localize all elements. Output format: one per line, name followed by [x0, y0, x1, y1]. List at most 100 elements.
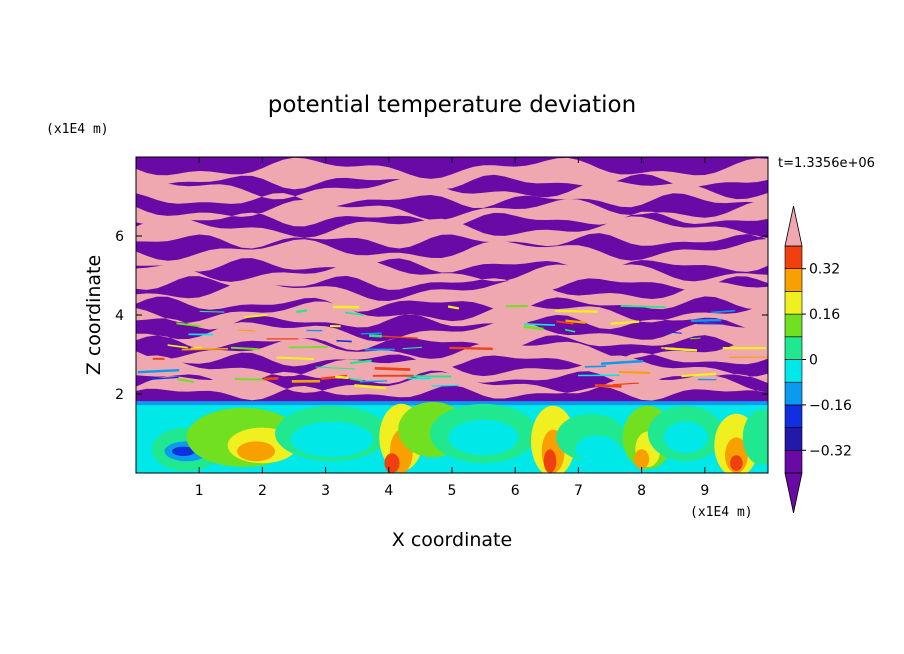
- colorbar-segment: [784, 313, 803, 338]
- x-unit-label: (x1E4 m): [690, 505, 753, 520]
- colorbar-label: 0: [809, 353, 818, 369]
- pink-band: [136, 372, 768, 401]
- streak: [374, 366, 411, 371]
- pink-band: [136, 320, 768, 351]
- y-axis-label: Z coordinate: [83, 255, 105, 375]
- streak: [620, 305, 666, 308]
- colorbar-segment: [784, 359, 803, 383]
- y-tick-label: 2: [115, 387, 124, 403]
- streak: [402, 346, 423, 350]
- streak: [349, 377, 363, 382]
- pink-band: [136, 177, 768, 208]
- streak: [360, 332, 382, 335]
- colorbar-label: −0.16: [809, 398, 852, 414]
- colorbar-segment: [784, 336, 803, 360]
- x-tick-label: 2: [258, 483, 267, 499]
- streak: [244, 313, 267, 319]
- colorbar-label: 0.32: [809, 262, 840, 278]
- plot-area: [136, 157, 768, 473]
- streak: [379, 335, 419, 339]
- plume: [172, 446, 195, 456]
- plume: [237, 441, 276, 462]
- y-axis: 2 4 6: [115, 229, 768, 403]
- streak: [359, 380, 388, 383]
- streak: [230, 346, 259, 351]
- streak: [524, 323, 556, 326]
- streak: [663, 330, 682, 334]
- inversion-line: [136, 401, 768, 406]
- streak: [137, 369, 180, 374]
- plume: [634, 449, 650, 470]
- colorbar-segment: [784, 381, 803, 406]
- x-tick-label: 1: [195, 483, 204, 499]
- colorbar: 0.32 0.16 0 −0.16 −0.32: [784, 205, 852, 514]
- streak: [176, 322, 202, 328]
- colorbar-segment: [784, 268, 803, 292]
- streak: [288, 346, 328, 349]
- plume: [742, 409, 768, 465]
- x-tick-label: 9: [700, 483, 709, 499]
- streak: [431, 384, 459, 387]
- convective-plumes: [136, 401, 768, 473]
- x-axis-label: X coordinate: [392, 529, 512, 551]
- y-tick-label: 6: [115, 229, 124, 245]
- streak: [681, 372, 717, 378]
- x-tick-label: 4: [384, 483, 393, 499]
- x-tick-label: 6: [511, 483, 520, 499]
- streak: [523, 325, 544, 331]
- streak: [690, 318, 722, 323]
- streak: [199, 310, 225, 313]
- x-axis: 1 2 3 4 5 6 7 8 9: [195, 157, 709, 499]
- plume: [575, 435, 620, 464]
- streak: [276, 356, 314, 361]
- streak: [336, 339, 352, 343]
- colorbar-segment: [784, 427, 803, 451]
- colorbar-label: −0.32: [809, 443, 852, 459]
- streak: [296, 309, 308, 313]
- x-tick-label: 3: [321, 483, 330, 499]
- streak: [190, 346, 203, 350]
- x-tick-label: 7: [574, 483, 583, 499]
- y-unit-label: (x1E4 m): [46, 122, 109, 137]
- streak: [238, 329, 256, 332]
- streak: [556, 320, 574, 325]
- streak: [148, 376, 179, 380]
- colorbar-label: 0.16: [809, 307, 840, 323]
- streak: [594, 384, 622, 388]
- plume: [730, 455, 743, 471]
- streak: [177, 378, 195, 384]
- chart-title: potential temperature deviation: [268, 92, 636, 118]
- colorbar-segment: [784, 245, 803, 270]
- colorbar-segment: [784, 449, 803, 474]
- streak: [565, 319, 586, 324]
- plume: [303, 430, 348, 449]
- streak: [167, 344, 188, 349]
- colorbar-max-extend: [784, 205, 803, 247]
- streak: [564, 328, 576, 333]
- pink-band: [136, 301, 768, 330]
- streak: [555, 309, 598, 313]
- colorbar-segment: [784, 404, 803, 428]
- plume: [543, 449, 557, 473]
- colorbar-min-extend: [784, 472, 803, 514]
- y-tick-label: 4: [115, 308, 124, 324]
- streak: [584, 365, 607, 368]
- pink-band: [136, 239, 768, 274]
- plume: [384, 453, 400, 473]
- streak: [354, 384, 387, 390]
- streak: [449, 346, 493, 350]
- streak: [612, 382, 639, 386]
- plume: [663, 421, 708, 454]
- time-label: t=1.3356e+06: [778, 156, 875, 171]
- streak: [711, 309, 736, 314]
- pink-band: [136, 260, 768, 291]
- streak: [369, 334, 382, 338]
- streak: [263, 377, 279, 381]
- streak: [601, 359, 644, 365]
- streak: [334, 375, 349, 380]
- pink-band: [136, 198, 768, 227]
- pink-band: [136, 216, 768, 249]
- streak: [447, 305, 460, 310]
- x-tick-label: 5: [448, 483, 457, 499]
